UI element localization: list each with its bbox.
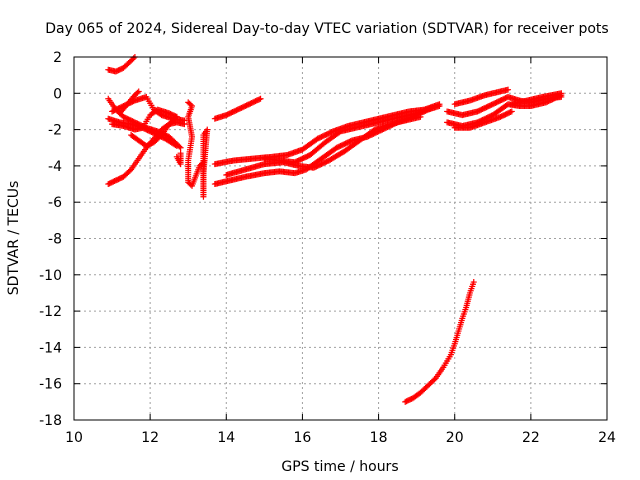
series-arc-low [402, 279, 477, 405]
y-tick-label: -6 [48, 195, 62, 211]
series-scatter-mid [185, 99, 211, 200]
x-tick-label: 16 [294, 430, 312, 446]
data-point [558, 90, 565, 97]
series-arc-late-3 [451, 86, 512, 108]
data-point [256, 96, 263, 103]
x-tick-label: 10 [65, 430, 83, 446]
y-tick-label: -4 [48, 159, 62, 175]
y-tick-label: -8 [48, 232, 62, 248]
x-tick-label: 18 [370, 430, 388, 446]
data-point [436, 101, 443, 108]
series-arc-late-4 [451, 108, 515, 131]
chart-title: Day 065 of 2024, Sidereal Day-to-day VTE… [45, 21, 608, 37]
data-point [181, 121, 188, 128]
data-point [135, 88, 142, 95]
series-arc-h [173, 150, 184, 168]
x-tick-label: 22 [522, 430, 540, 446]
data-point [130, 55, 137, 62]
y-axis: 2 0 -2 -4 -6 -8 -10 -12 -14 -16 -18 [39, 50, 607, 429]
y-axis-label: SDTVAR / TECUs [6, 181, 22, 296]
data-point [172, 142, 179, 149]
data-point [257, 95, 264, 102]
data-point [428, 104, 435, 111]
data-point [173, 142, 180, 149]
series-arc-e [116, 88, 142, 117]
x-tick-label: 12 [141, 430, 159, 446]
data-point [508, 108, 515, 115]
y-tick-label: 2 [53, 50, 62, 66]
data-point [173, 113, 180, 120]
data-point [126, 167, 133, 174]
x-tick-label: 14 [217, 430, 235, 446]
series-arc-main-4 [261, 104, 435, 166]
data-point [200, 170, 207, 177]
y-tick-label: -14 [39, 340, 62, 356]
data-point [505, 86, 512, 93]
y-tick-label: -10 [39, 268, 62, 284]
series-arc-late-5 [508, 90, 565, 108]
x-axis: 10 12 14 16 18 20 22 24 [65, 57, 616, 446]
x-tick-label: 20 [446, 430, 464, 446]
y-tick-label: -2 [48, 123, 62, 139]
series-arc-i [211, 95, 264, 122]
x-tick-label: 24 [598, 430, 616, 446]
data-points [105, 54, 565, 405]
data-point [470, 279, 477, 286]
data-point [177, 144, 184, 151]
series-arc-g [105, 119, 188, 188]
y-tick-label: -18 [39, 413, 62, 429]
y-tick-label: 0 [53, 86, 62, 102]
y-tick-label: -16 [39, 377, 62, 393]
x-axis-label: GPS time / hours [281, 459, 398, 475]
series-arc-main-2 [211, 101, 443, 168]
data-point [507, 109, 514, 116]
data-point [134, 89, 141, 96]
data-point [431, 376, 438, 383]
y-tick-label: -12 [39, 304, 62, 320]
data-point [177, 150, 184, 157]
